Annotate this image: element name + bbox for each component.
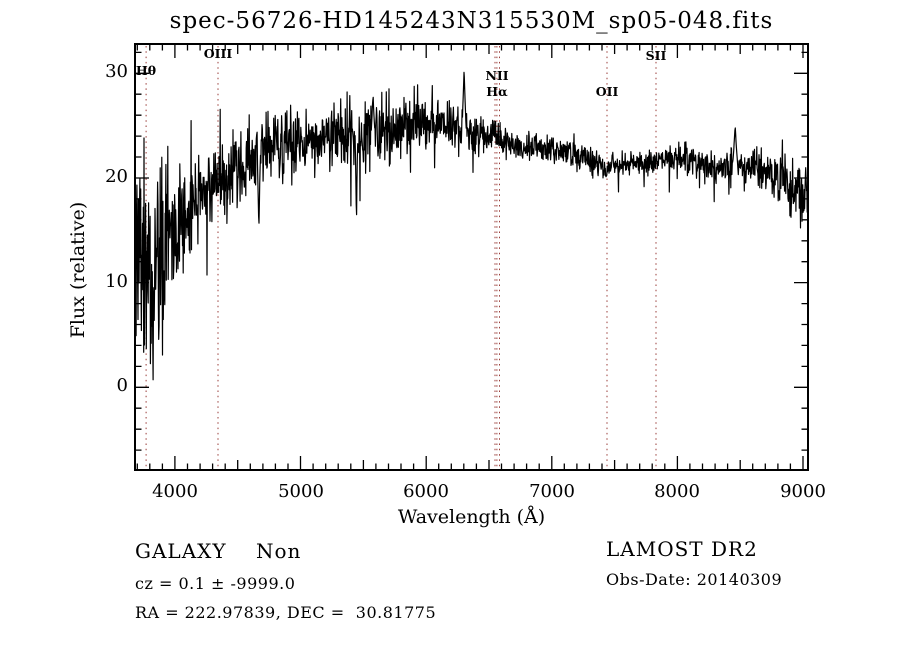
obs-date-text: Obs-Date: 20140309 (606, 570, 783, 589)
x-tick-label: 6000 (403, 481, 449, 502)
x-tick-label: 8000 (654, 481, 700, 502)
plot-title: spec-56726-HD145243N315530M_sp05-048.fit… (169, 8, 774, 34)
marker-lines (145, 46, 657, 468)
ra-dec-text: RA = 222.97839, DEC = 30.81775 (135, 603, 437, 622)
y-tick-label: 30 (105, 61, 128, 82)
x-tick-label: 5000 (278, 481, 324, 502)
spectral-line-label: Hθ (135, 63, 157, 78)
y-tick-label: 10 (105, 271, 128, 292)
axis-ticks (136, 45, 807, 469)
spectrum-line (134, 71, 809, 381)
spectral-line-label: NII (485, 68, 509, 83)
plot-frame (134, 43, 809, 471)
survey-text: LAMOST DR2 (606, 537, 758, 561)
x-tick-label: 7000 (529, 481, 575, 502)
y-tick-label: 20 (105, 166, 128, 187)
spectral-line-label: OIII (203, 46, 233, 61)
spectral-line-label: OII (595, 84, 619, 99)
y-tick-label: 0 (116, 375, 128, 396)
x-tick-label: 4000 (152, 481, 198, 502)
cz-text: cz = 0.1 ± -9999.0 (135, 574, 296, 593)
x-axis-title: Wavelength (Å) (397, 506, 546, 528)
spectral-line-label: Hα (486, 84, 508, 99)
classification-text: GALAXY Non (135, 539, 302, 563)
x-tick-label: 9000 (780, 481, 826, 502)
spectral-line-label: SII (645, 48, 667, 63)
